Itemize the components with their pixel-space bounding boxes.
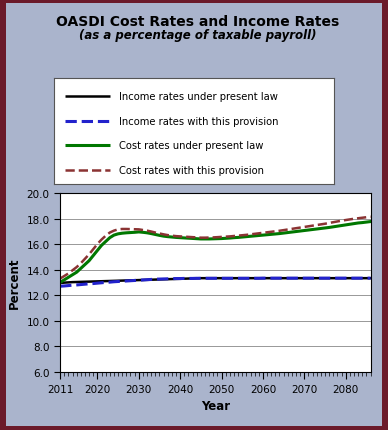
Text: Income rates with this provision: Income rates with this provision [119,116,278,126]
Text: Income rates under present law: Income rates under present law [119,92,277,102]
Text: Cost rates under present law: Cost rates under present law [119,141,263,150]
Text: (as a percentage of taxable payroll): (as a percentage of taxable payroll) [79,29,317,42]
Text: OASDI Cost Rates and Income Rates: OASDI Cost Rates and Income Rates [56,15,340,29]
X-axis label: Year: Year [201,399,230,412]
Text: Cost rates with this provision: Cost rates with this provision [119,166,263,176]
Y-axis label: Percent: Percent [8,257,21,308]
